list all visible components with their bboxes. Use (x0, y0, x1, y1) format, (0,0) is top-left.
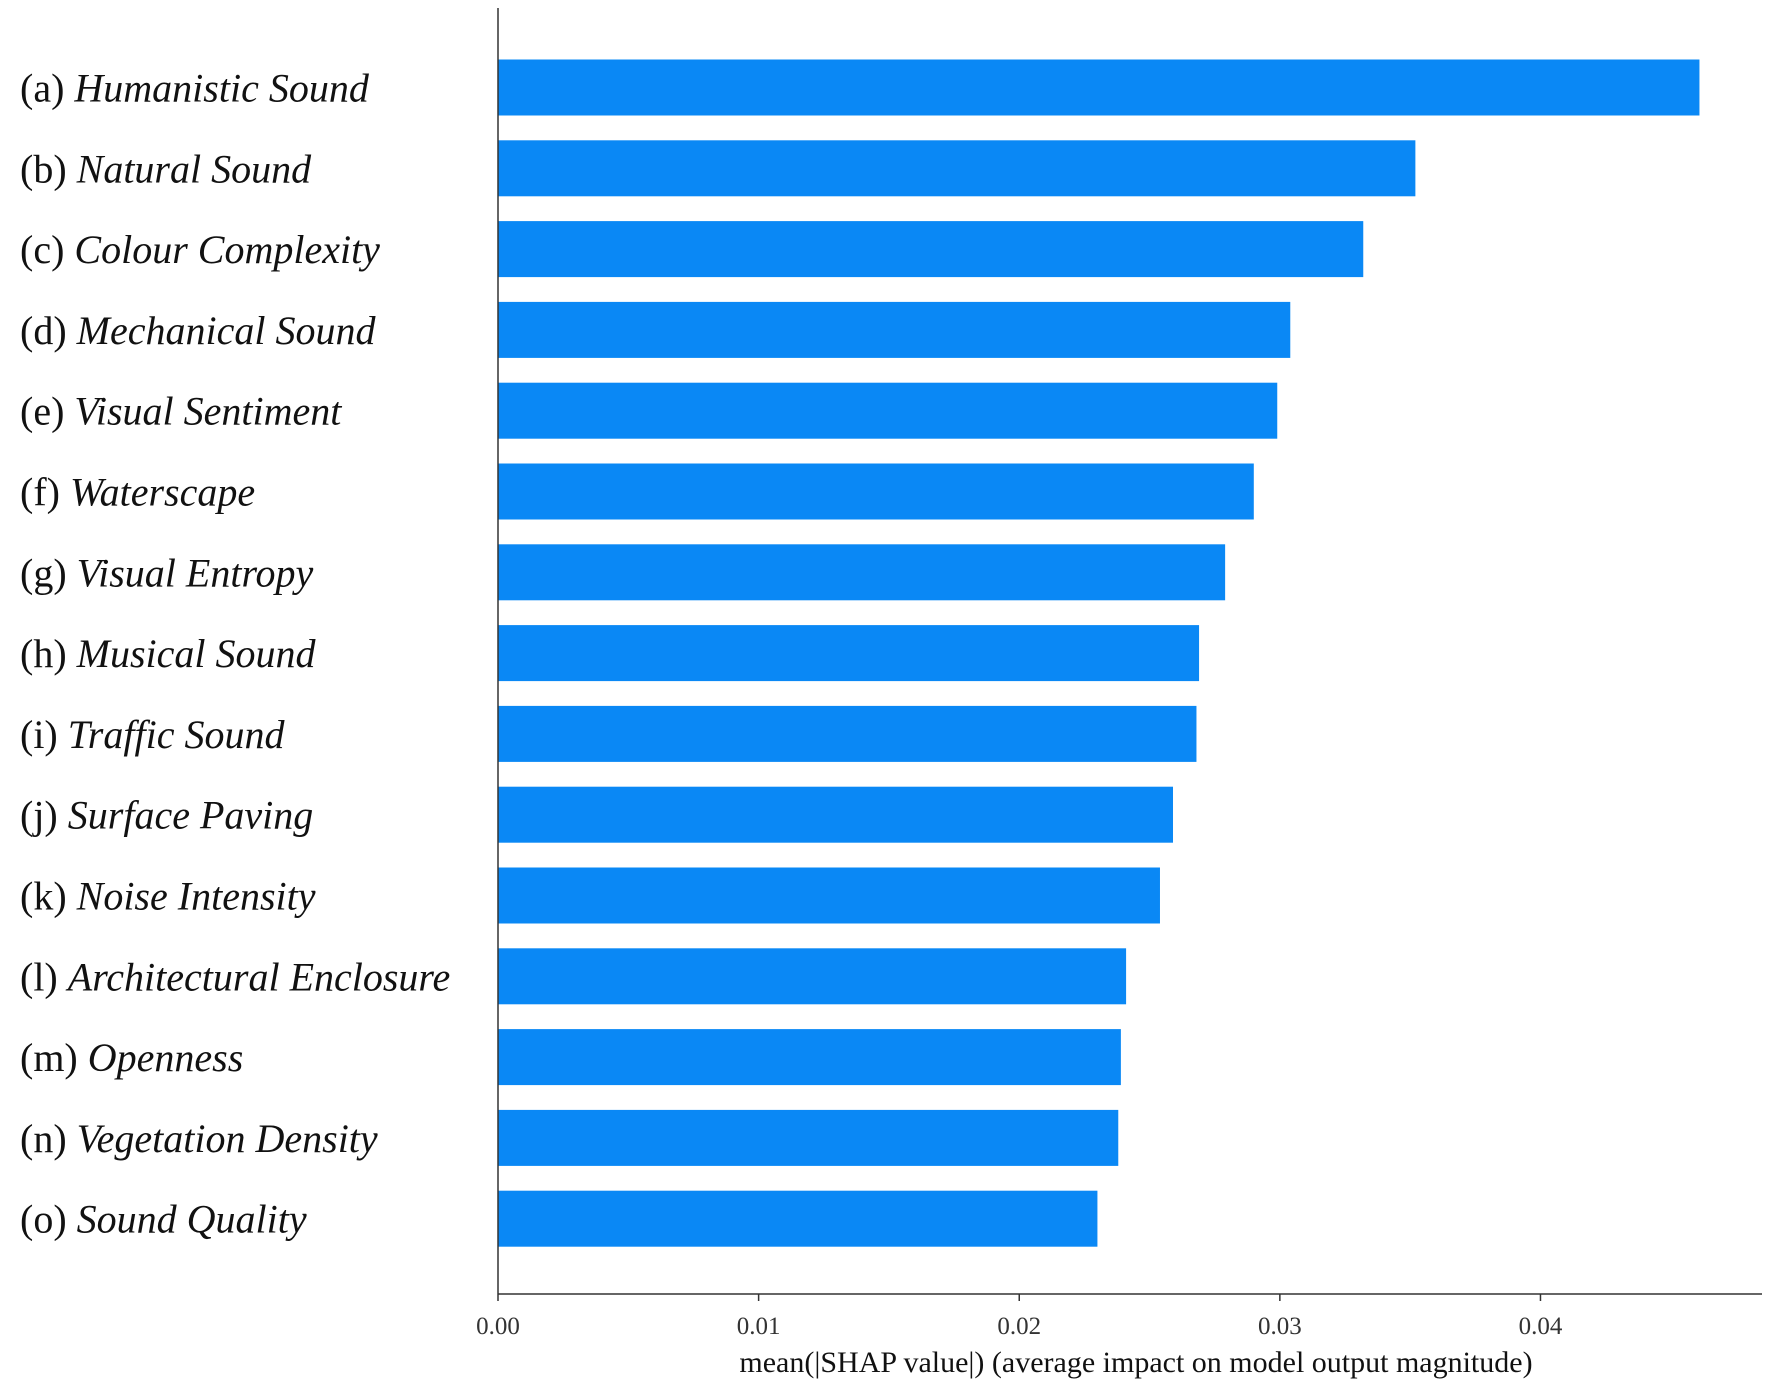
category-name: Vegetation Density (77, 1116, 378, 1161)
category-name: Waterscape (70, 470, 255, 515)
category-prefix: (f) (20, 470, 70, 515)
category-label: (f) Waterscape (20, 470, 255, 515)
x-tick-label: 0.03 (1258, 1313, 1302, 1340)
bar (498, 301, 1291, 358)
category-name: Visual Sentiment (74, 389, 342, 434)
category-name: Visual Entropy (77, 550, 314, 595)
category-label: (e) Visual Sentiment (20, 389, 342, 434)
category-label: (o) Sound Quality (20, 1197, 307, 1242)
category-prefix: (b) (20, 146, 77, 191)
category-name: Natural Sound (76, 146, 312, 191)
category-prefix: (o) (20, 1197, 77, 1242)
category-label: (d) Mechanical Sound (20, 308, 376, 353)
category-name: Openness (88, 1035, 244, 1080)
bar (498, 59, 1700, 116)
category-prefix: (g) (20, 550, 77, 595)
category-prefix: (i) (20, 712, 68, 757)
category-prefix: (a) (20, 66, 74, 111)
category-prefix: (e) (20, 389, 74, 434)
category-label: (m) Openness (20, 1035, 243, 1080)
category-prefix: (d) (20, 308, 77, 353)
category-name: Mechanical Sound (76, 308, 377, 353)
category-label: (l) Architectural Enclosure (20, 954, 450, 999)
category-prefix: (k) (20, 874, 77, 919)
category-name: Colour Complexity (74, 227, 380, 272)
category-label: (h) Musical Sound (20, 631, 317, 676)
category-name: Noise Intensity (76, 874, 316, 919)
bar (498, 140, 1416, 197)
x-tick-label: 0.02 (997, 1313, 1041, 1340)
bar (498, 705, 1197, 762)
category-label: (a) Humanistic Sound (20, 66, 370, 111)
category-label: (j) Surface Paving (20, 793, 313, 838)
category-label: (c) Colour Complexity (20, 227, 380, 272)
category-name: Surface Paving (68, 793, 314, 838)
category-label: (i) Traffic Sound (20, 712, 285, 757)
x-tick-label: 0.00 (476, 1313, 520, 1340)
category-name: Sound Quality (77, 1197, 307, 1242)
x-ticks-group: 0.00 0.01 0.02 0.03 0.04 (476, 1294, 1563, 1340)
category-prefix: (n) (20, 1116, 77, 1161)
bar (498, 1109, 1119, 1166)
category-prefix: (c) (20, 227, 74, 272)
category-name: Humanistic Sound (73, 66, 369, 111)
category-prefix: (j) (20, 793, 68, 838)
category-prefix: (h) (20, 631, 77, 676)
bar (498, 1029, 1121, 1086)
bar (498, 463, 1254, 520)
category-prefix: (m) (20, 1035, 88, 1080)
bar (498, 1190, 1098, 1247)
x-axis-title: mean(|SHAP value|) (average impact on mo… (739, 1346, 1532, 1379)
category-label: (k) Noise Intensity (20, 874, 316, 919)
category-name: Musical Sound (76, 631, 317, 676)
x-tick-label: 0.01 (737, 1313, 781, 1340)
category-name: Architectural Enclosure (65, 954, 451, 999)
bar (498, 786, 1174, 843)
bar (498, 948, 1127, 1005)
category-labels-group: (a) Humanistic Sound(b) Natural Sound(c)… (20, 66, 450, 1242)
bar (498, 625, 1200, 682)
category-label: (b) Natural Sound (20, 146, 312, 191)
bar (498, 382, 1278, 439)
category-name: Traffic Sound (68, 712, 286, 757)
category-label: (n) Vegetation Density (20, 1116, 378, 1161)
bars-group (498, 59, 1700, 1247)
category-prefix: (l) (20, 954, 68, 999)
bar (498, 867, 1160, 924)
x-tick-label: 0.04 (1519, 1313, 1563, 1340)
bar (498, 221, 1364, 278)
category-label: (g) Visual Entropy (20, 550, 314, 595)
bar (498, 544, 1226, 601)
